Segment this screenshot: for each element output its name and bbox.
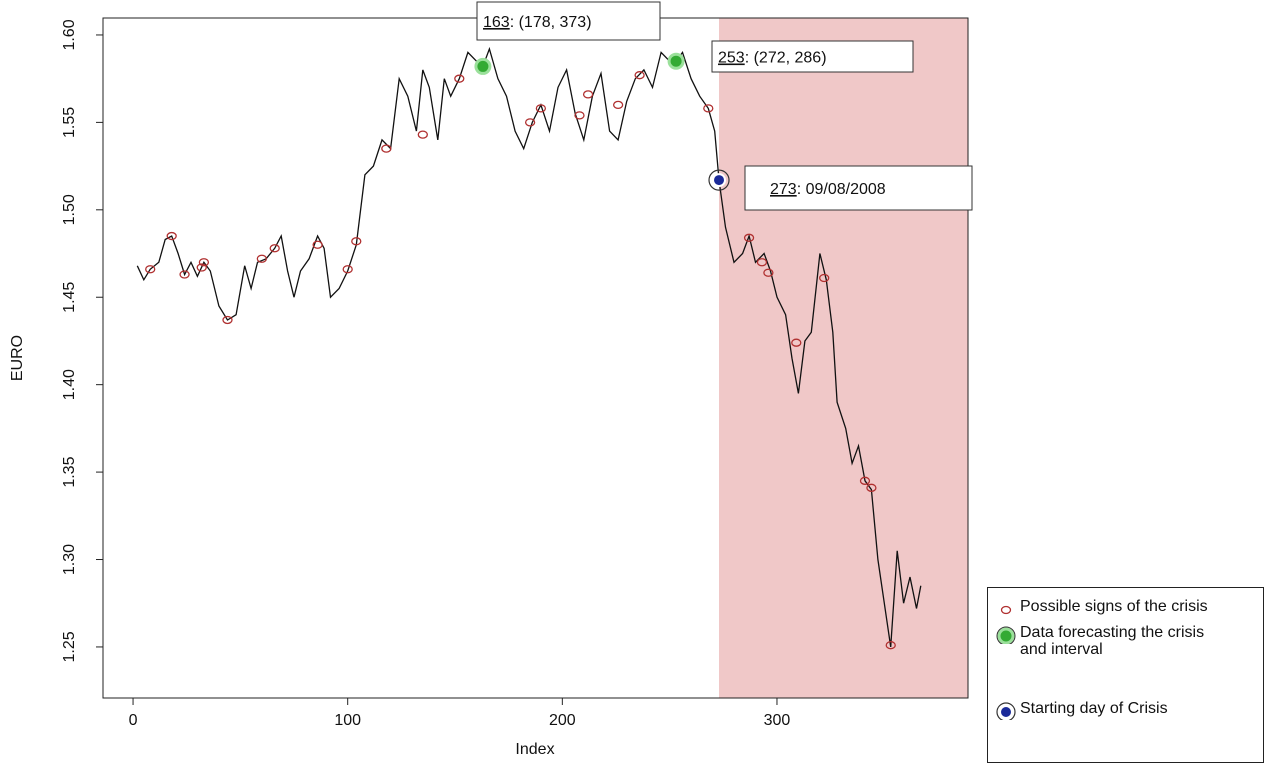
annotation-detail: : 09/08/2008 (797, 181, 886, 198)
annotation-index: 163 (483, 14, 510, 31)
sign-marker (634, 71, 645, 80)
legend-label: Possible signs of the crisis (1020, 598, 1208, 615)
y-axis-title: EURO (9, 335, 26, 381)
sign-marker (763, 268, 774, 277)
legend-ring (996, 626, 1016, 644)
annotation-detail: : (272, 286) (745, 50, 827, 67)
annotation-text: 163: (178, 373) (483, 14, 592, 31)
annotation-index: 253 (718, 50, 745, 67)
sign-marker (703, 104, 714, 113)
sign-marker (535, 104, 547, 113)
sign-marker (756, 258, 768, 267)
sign-marker (819, 273, 830, 283)
y-tick-label: 1.40 (61, 369, 78, 400)
annotation-box (711, 40, 914, 73)
sign-marker (312, 240, 323, 249)
legend: Possible signs of the crisis Data forecas… (987, 587, 1264, 763)
start-marker-ring (708, 169, 730, 191)
start-marker (999, 705, 1013, 719)
sign-marker (145, 265, 156, 274)
sign-marker (454, 74, 465, 83)
y-tick-label: 1.60 (61, 19, 78, 50)
y-tick-label: 1.35 (61, 456, 78, 487)
y-tick-label: 1.55 (61, 107, 78, 138)
annotation-text: 273: 09/08/2008 (770, 181, 886, 198)
forecast-marker (667, 52, 685, 70)
legend-label: Starting day of Crisis (1020, 700, 1168, 717)
sign-marker (612, 100, 624, 110)
sign-marker (866, 483, 877, 492)
legend-ring (996, 702, 1016, 720)
annotation-box (476, 1, 661, 41)
annotation-index: 273 (770, 181, 797, 198)
sign-marker (256, 254, 267, 263)
sign-marker (269, 244, 280, 253)
legend-item: Possible signs of the crisis (992, 598, 1220, 618)
price-line (136, 46, 922, 647)
sign-marker (859, 476, 871, 485)
sign-marker (885, 641, 896, 650)
forecast-marker (997, 627, 1015, 644)
x-tick-label: 0 (129, 712, 138, 729)
sign-marker (198, 258, 210, 267)
legend-item: Starting day of Crisis (992, 700, 1220, 720)
sign-marker (524, 118, 536, 127)
annotation-detail: : (178, 373) (510, 14, 592, 31)
sign-marker (351, 237, 362, 246)
legend-icon (996, 702, 1016, 720)
legend-icon (1000, 605, 1012, 615)
y-tick-label: 1.30 (61, 544, 78, 575)
sign-marker (179, 270, 190, 279)
x-tick-label: 200 (549, 712, 576, 729)
sign-marker (574, 111, 585, 120)
y-tick-label: 1.45 (61, 282, 78, 313)
sign-marker (1000, 605, 1012, 615)
sign-marker (582, 90, 594, 99)
sign-marker (417, 130, 428, 139)
sign-marker (342, 265, 353, 274)
sign-marker (791, 338, 802, 347)
x-tick-label: 300 (764, 712, 791, 729)
start-marker (712, 173, 727, 188)
sign-marker (222, 315, 233, 325)
legend-icon (996, 626, 1016, 644)
forecast-marker (474, 57, 492, 75)
sign-marker (196, 263, 207, 272)
sign-marker (166, 231, 177, 241)
y-tick-label: 1.25 (61, 631, 78, 662)
x-tick-label: 100 (334, 712, 361, 729)
legend-item: Data forecasting the crisis and interval (992, 624, 1220, 658)
crisis-region (719, 18, 968, 698)
legend-label: Data forecasting the crisis and interval (1020, 624, 1205, 658)
x-axis-title: Index (515, 741, 554, 758)
annotation-box (744, 165, 973, 211)
annotation-text: 253: (272, 286) (718, 50, 827, 67)
y-tick-label: 1.50 (61, 194, 78, 225)
sign-marker (381, 144, 392, 153)
sign-marker (743, 233, 755, 242)
